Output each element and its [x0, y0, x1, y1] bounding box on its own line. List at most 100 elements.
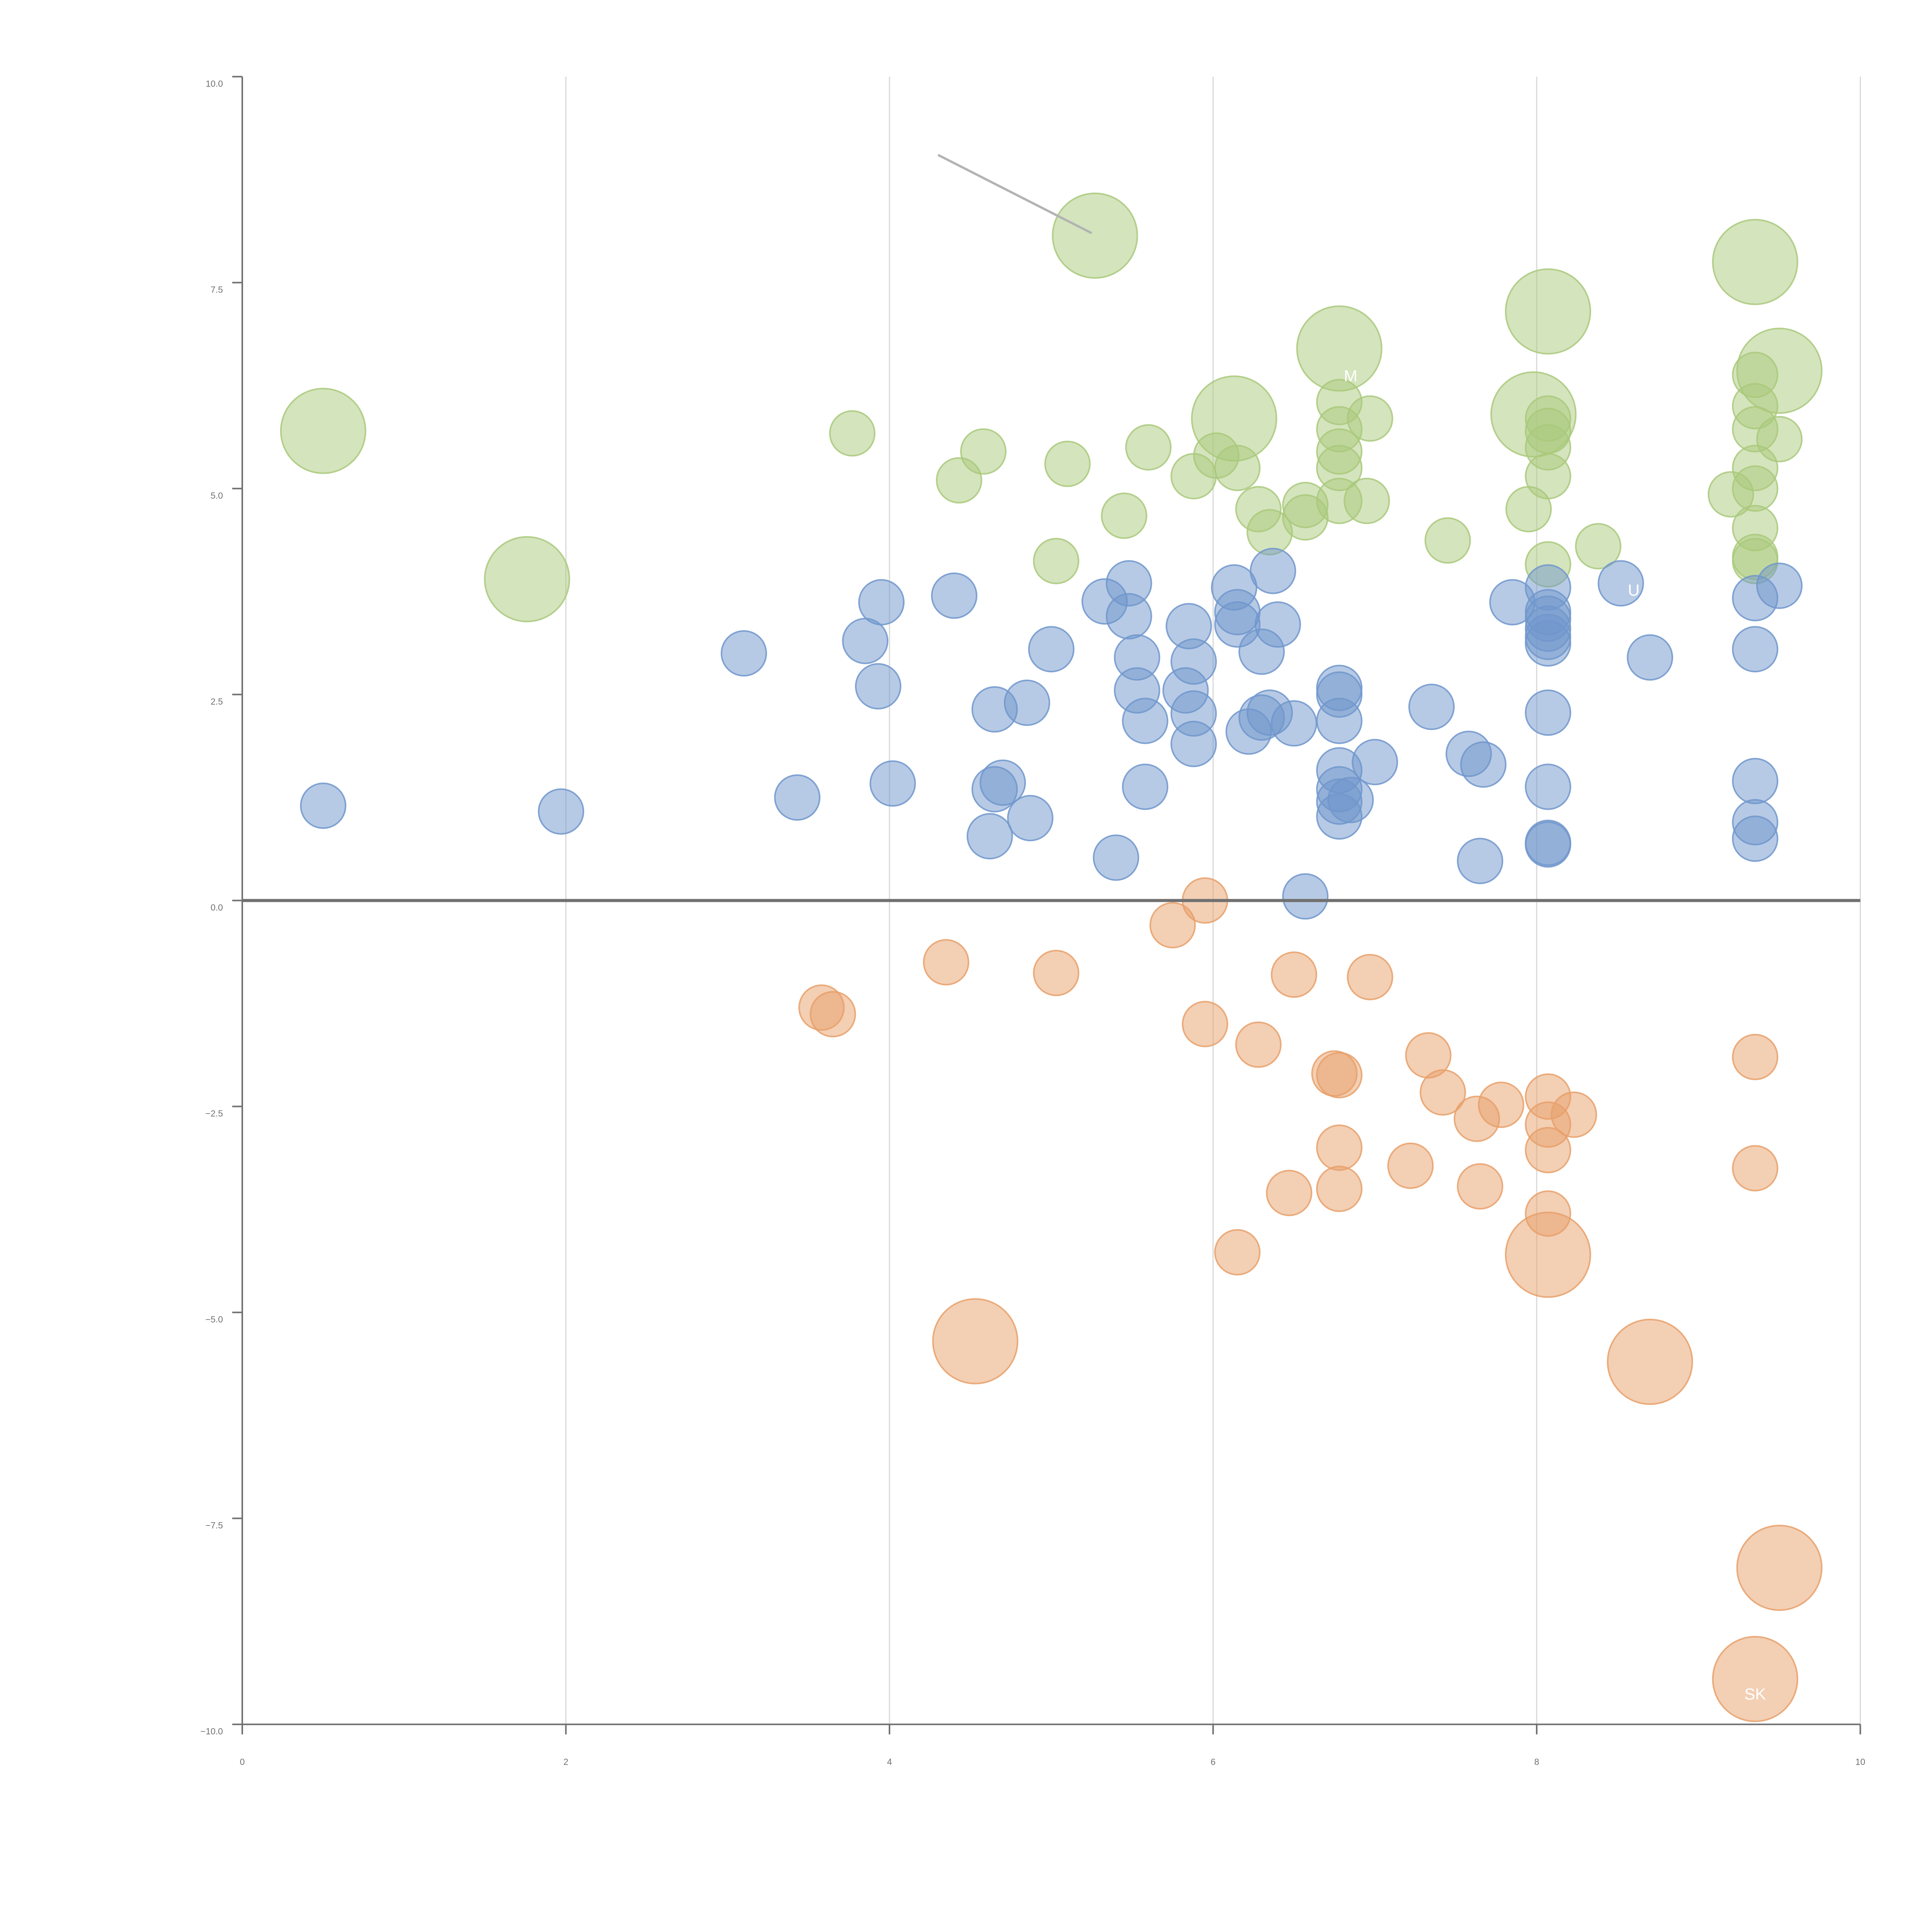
green-bubble-29 [1505, 268, 1591, 355]
green-bubble-8 [1101, 492, 1148, 539]
orange-bubble-7 [1182, 1001, 1228, 1048]
green-bubble-42 [1732, 465, 1779, 512]
blue-bubble-61 [1525, 764, 1571, 810]
orange-bubble-11 [1270, 951, 1317, 998]
orange-bubble-10 [1266, 1170, 1313, 1216]
y-tick-label-8: −10.0 [201, 1726, 223, 1736]
green-bubble-33 [1525, 453, 1571, 500]
x-tick-label-5: 10 [1855, 1757, 1866, 1767]
blue-bubble-28 [1170, 721, 1217, 767]
blue-bubble-2 [721, 630, 767, 677]
orange-bubble-17 [1387, 1143, 1434, 1189]
orange-bubble-5 [1149, 902, 1196, 949]
axes [241, 77, 1861, 1725]
green-bubble-35 [1575, 523, 1622, 570]
blue-bubble-14 [1007, 795, 1054, 842]
green-bubble-7 [1052, 192, 1138, 279]
blue-bubble-3 [774, 774, 821, 821]
blue-bubble-52 [1460, 741, 1507, 788]
orange-bubble-27 [1505, 1211, 1591, 1298]
blue-bubble-5 [855, 663, 901, 710]
green-bubble-24 [1347, 395, 1393, 442]
blue-bubble-0 [300, 782, 347, 829]
orange-bubble-28 [1551, 1091, 1597, 1138]
orange-bubble-32 [1712, 1636, 1798, 1722]
blue-bubble-36 [1250, 548, 1296, 594]
orange-bubble-22 [1478, 1082, 1524, 1128]
annotation-label-u: U [1628, 581, 1639, 599]
annotation-label-m: M [1344, 367, 1357, 385]
orange-bubble-15 [1316, 1165, 1363, 1212]
annotations: M U SK [937, 154, 1766, 1703]
blue-bubble-38 [1270, 700, 1317, 747]
blue-bubble-6 [858, 579, 905, 626]
y-tick-label-3: 2.5 [211, 696, 223, 706]
green-bubble-5 [1033, 538, 1080, 585]
y-tick-label-6: −5.0 [206, 1315, 223, 1325]
green-bubble-46 [1736, 327, 1823, 414]
x-tick-label-3: 6 [1211, 1757, 1216, 1767]
blue-bubble-68 [1732, 758, 1779, 804]
x-tick-label-1: 2 [563, 1757, 568, 1767]
annotation-label-sk: SK [1744, 1685, 1766, 1703]
blue-bubble-48 [1352, 739, 1398, 786]
blue-bubble-26 [1170, 638, 1217, 685]
blue-bubble-42 [1316, 697, 1363, 744]
orange-bubble-33 [1736, 1524, 1823, 1611]
x-tick-label-2: 4 [887, 1757, 892, 1767]
orange-bubble-19 [1420, 1069, 1466, 1116]
blue-bubble-63 [1525, 821, 1571, 868]
y-tick-label-0: 10.0 [206, 78, 223, 88]
blue-bubble-23 [1122, 764, 1168, 810]
orange-bubble-25 [1525, 1127, 1571, 1173]
blue-bubble-70 [1732, 815, 1779, 862]
orange-bubble-9 [1235, 1021, 1282, 1068]
blue-bubble-7 [869, 760, 916, 807]
orange-bubble-31 [1732, 1145, 1779, 1192]
blue-bubble-13 [1003, 679, 1050, 726]
green-bubble-26 [1424, 517, 1471, 564]
y-tick-label-2: 5.0 [211, 490, 223, 500]
annotation-leader-line [937, 154, 1092, 235]
orange-bubble-16 [1347, 954, 1393, 1000]
y-tick-label-4: 0.0 [211, 902, 223, 912]
blue-bubble-49 [1408, 684, 1455, 730]
blue-bubble-12 [980, 759, 1026, 806]
blue-bubble-47 [1327, 777, 1374, 823]
blue-bubble-9 [966, 813, 1013, 860]
orange-bubble-4 [1033, 950, 1080, 997]
blue-bubble-60 [1525, 689, 1571, 736]
orange-bubble-3 [932, 1298, 1019, 1384]
blue-bubble-22 [1122, 697, 1168, 744]
blue-bubble-17 [1093, 834, 1139, 881]
orange-bubble-30 [1732, 1034, 1779, 1080]
x-tick-label-4: 8 [1534, 1757, 1539, 1767]
y-tick-label-1: 7.5 [211, 284, 223, 294]
blue-bubble-71 [1756, 563, 1803, 609]
orange-bubble-21 [1457, 1163, 1503, 1210]
blue-bubble-64 [1597, 560, 1644, 607]
green-bubble-37 [1712, 219, 1798, 305]
green-bubble-47 [1756, 416, 1803, 463]
orange-bubble-8 [1214, 1229, 1261, 1276]
blue-bubble-51 [1457, 838, 1503, 884]
blue-bubble-59 [1525, 620, 1571, 667]
green-bubble-25 [1344, 478, 1390, 524]
orange-bubble-1 [810, 991, 856, 1037]
green-bubble-6 [1044, 440, 1091, 487]
green-bubble-4 [960, 428, 1007, 475]
orange-bubble-13 [1316, 1052, 1363, 1099]
green-bubble-18 [1296, 305, 1383, 392]
orange-bubble-29 [1607, 1318, 1693, 1405]
green-bubble-9 [1125, 424, 1172, 471]
y-tick-label-7: −7.5 [206, 1520, 223, 1531]
blue-bubble-65 [1627, 634, 1673, 681]
blue-bubble-1 [537, 788, 584, 835]
blue-bubble-15 [1028, 626, 1075, 673]
green-bubble-0 [280, 388, 366, 474]
y-tick-label-5: −2.5 [206, 1108, 223, 1118]
green-bubble-1 [484, 536, 570, 622]
green-bubble-2 [829, 410, 876, 457]
blue-bubble-19 [1105, 593, 1152, 639]
